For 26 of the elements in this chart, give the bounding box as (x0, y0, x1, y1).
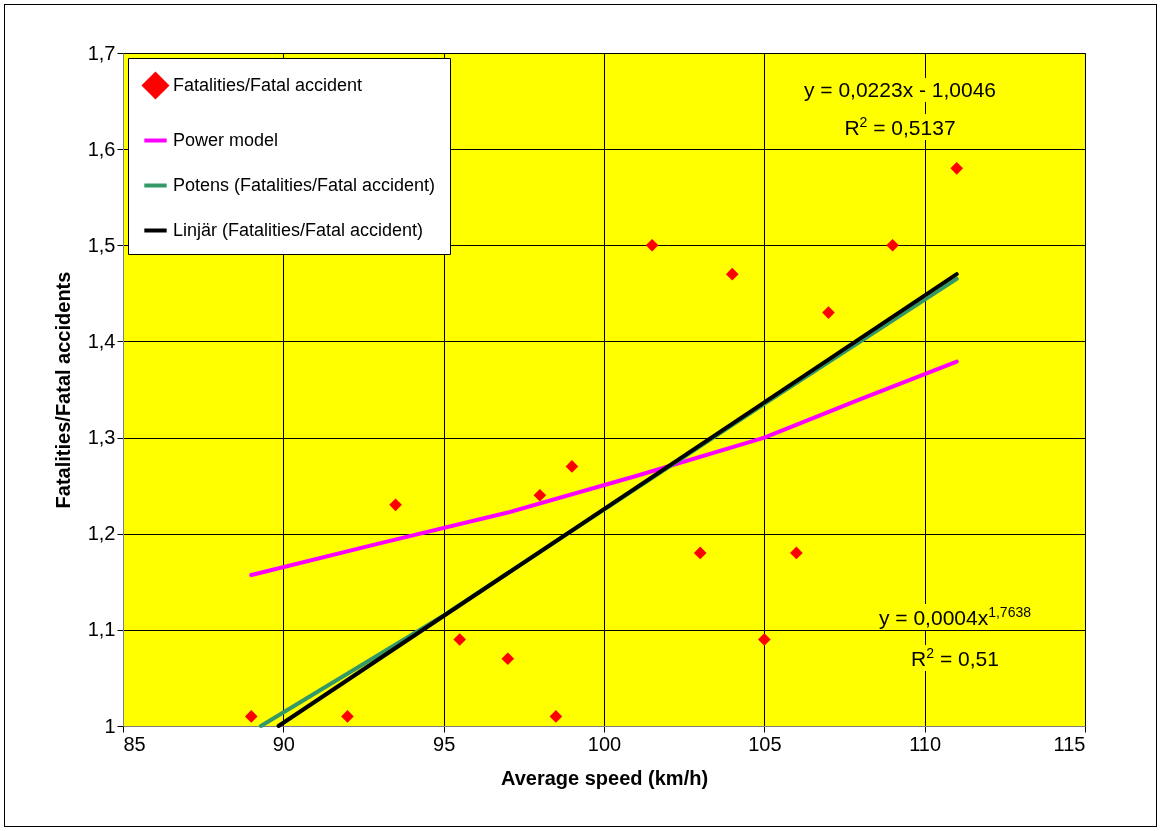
x-axis-title: Average speed (km/h) (500, 766, 709, 789)
legend-label: Fatalities/Fatal accident (173, 74, 363, 95)
y-tick-label: 1,7 (87, 41, 116, 64)
x-tick-label: 100 (587, 732, 622, 755)
y-tick-label: 1,1 (87, 618, 116, 641)
annotation: R$^{2}$ = 0,51 (909, 645, 1001, 671)
y-tick-label: 1,5 (87, 233, 116, 256)
legend-label: Linjär (Fatalities/Fatal accident) (173, 219, 424, 240)
y-axis-title: Fatalities/Fatal accidents (51, 271, 74, 509)
x-tick-label: 110 (909, 732, 942, 755)
y-tick-label: 1,2 (87, 522, 116, 545)
x-tick-label: 105 (748, 732, 782, 755)
y-tick-label: 1,4 (87, 329, 116, 352)
y-tick-label: 1 (104, 714, 116, 737)
annotation: y = 0,0004x$^{1,7638}$ (877, 604, 1033, 630)
x-tick-label: 115 (1053, 732, 1086, 755)
y-tick-label: 1,3 (87, 426, 116, 449)
y-tick-label: 1,6 (87, 137, 116, 160)
line-series (249, 359, 959, 578)
legend-label: Power model (173, 129, 279, 150)
x-tick-label: 95 (433, 732, 456, 755)
annotation: y = 0,0223x - 1,0046 (801, 78, 999, 102)
legend-label: Potens (Fatalities/Fatal accident) (173, 174, 436, 195)
x-tick-label: 90 (272, 732, 295, 755)
annotation: R$^{2}$ = 0,5137 (842, 114, 958, 140)
x-tick-label: 85 (123, 732, 146, 755)
